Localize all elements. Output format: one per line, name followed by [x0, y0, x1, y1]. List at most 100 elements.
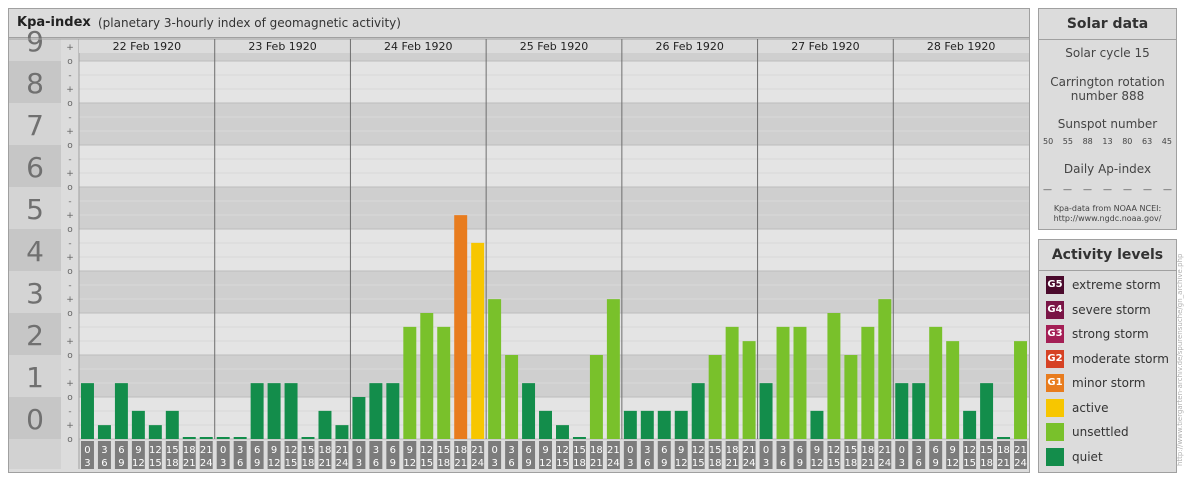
interval-end: 9 — [525, 458, 531, 469]
interval-end: 6 — [780, 458, 786, 469]
interval-start: 9 — [135, 445, 141, 456]
interval-cell — [674, 441, 688, 469]
interval-end: 15 — [963, 458, 976, 469]
legend-swatch — [1046, 447, 1064, 466]
legend-label: unsettled — [1072, 425, 1129, 439]
kp-bar — [997, 437, 1011, 439]
interval-start: 21 — [607, 445, 620, 456]
interval-end: 3 — [899, 458, 905, 469]
interval-end: 12 — [539, 458, 552, 469]
interval-cell — [776, 441, 790, 469]
interval-end: 3 — [763, 458, 769, 469]
interval-cell — [691, 441, 705, 469]
y-subtick: o — [67, 393, 73, 403]
legend-swatch — [1046, 423, 1064, 441]
y-subtick: - — [68, 71, 71, 81]
interval-cell — [878, 441, 892, 469]
interval-end: 6 — [644, 458, 650, 469]
sunspot-value: 88 — [1082, 137, 1093, 146]
kp-bar — [335, 425, 349, 439]
interval-end: 6 — [101, 458, 107, 469]
interval-end: 24 — [471, 458, 484, 469]
interval-end: 18 — [302, 458, 315, 469]
interval-start: 15 — [845, 445, 858, 456]
y-subtick: - — [68, 155, 71, 165]
legend-item: G2 moderate storm — [1046, 349, 1174, 370]
interval-end: 24 — [743, 458, 756, 469]
kp-bar — [267, 383, 281, 439]
kp-bar — [505, 355, 519, 439]
y-subtick: o — [67, 309, 73, 319]
interval-start: 18 — [726, 445, 739, 456]
data-source: Kpa-data from NOAA NCEI: http://www.ngdc… — [1039, 204, 1176, 224]
interval-cell — [216, 441, 230, 469]
interval-start: 12 — [420, 445, 433, 456]
kp-bar — [488, 299, 502, 439]
interval-start: 6 — [525, 445, 531, 456]
interval-end: 12 — [268, 458, 281, 469]
kp-bar — [810, 410, 824, 439]
interval-end: 21 — [997, 458, 1010, 469]
kp-bar — [759, 383, 773, 439]
kp-bar — [420, 313, 434, 439]
interval-end: 12 — [811, 458, 824, 469]
interval-cell — [929, 441, 943, 469]
y-subtick: o — [67, 57, 73, 67]
y-subtick: o — [67, 141, 73, 151]
interval-end: 15 — [828, 458, 841, 469]
interval-end: 15 — [149, 458, 162, 469]
band-6 — [79, 145, 1029, 187]
y-axis-cell-5 — [9, 187, 61, 229]
legend-swatch: G5 — [1046, 276, 1064, 294]
interval-end: 24 — [336, 458, 349, 469]
interval-cell — [997, 441, 1011, 469]
y-axis-cell-0 — [9, 397, 61, 439]
interval-end: 9 — [933, 458, 939, 469]
chart-subtitle: (planetary 3-hourly index of geomagnetic… — [98, 16, 401, 30]
interval-start: 3 — [373, 445, 379, 456]
interval-end: 6 — [373, 458, 379, 469]
interval-start: 12 — [556, 445, 569, 456]
interval-cell — [318, 441, 332, 469]
interval-cell — [556, 441, 569, 469]
interval-start: 15 — [573, 445, 586, 456]
day-label: 25 Feb 1920 — [520, 40, 588, 53]
interval-end: 24 — [1014, 458, 1027, 469]
ap-values: — — — — — — — — [1043, 185, 1172, 195]
kp-bar — [556, 425, 569, 439]
kp-bar — [97, 425, 111, 439]
interval-start: 9 — [407, 445, 413, 456]
interval-end: 12 — [675, 458, 688, 469]
y-tick-label: 4 — [26, 235, 44, 268]
legend-label: moderate storm — [1072, 351, 1169, 366]
ap-value: — — [1163, 185, 1172, 195]
kp-bar — [572, 437, 586, 439]
kp-bar — [725, 326, 739, 439]
kp-bar — [437, 326, 451, 439]
interval-start: 21 — [200, 445, 213, 456]
day-label: 28 Feb 1920 — [927, 40, 995, 53]
interval-start: 18 — [861, 445, 874, 456]
ap-value: — — [1043, 185, 1052, 195]
sunspot-value: 13 — [1102, 137, 1113, 146]
day-header-band — [79, 39, 1029, 53]
band-5 — [79, 187, 1029, 229]
interval-cell — [1014, 441, 1027, 469]
kp-bar — [606, 299, 620, 439]
interval-end: 3 — [84, 458, 90, 469]
interval-start: 9 — [542, 445, 548, 456]
interval-cell — [505, 441, 519, 469]
kp-bar — [589, 355, 603, 439]
interval-end: 9 — [661, 458, 667, 469]
legend-label: minor storm — [1072, 376, 1146, 390]
y-tick-label: 9 — [26, 25, 44, 58]
interval-cell — [980, 441, 994, 469]
y-tick-label: 0 — [26, 403, 44, 436]
interval-start: 15 — [980, 445, 993, 456]
interval-end: 9 — [118, 458, 124, 469]
data-source-line-2: http://www.ngdc.noaa.gov/ — [1053, 214, 1162, 223]
band-7 — [79, 103, 1029, 145]
interval-end: 15 — [285, 458, 298, 469]
legend-item: quiet — [1046, 447, 1174, 468]
interval-start: 12 — [692, 445, 705, 456]
